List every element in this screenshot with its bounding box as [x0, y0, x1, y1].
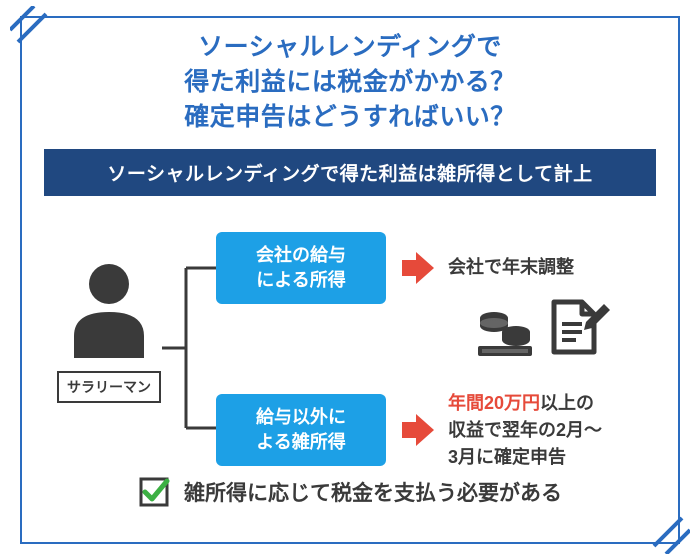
arrow-icon-bot: [400, 412, 436, 448]
result-bot-highlight: 年間20万円: [448, 393, 540, 413]
connector-lines: [162, 266, 216, 430]
banner: ソーシャルレンディングで得た利益は雑所得として計上: [44, 149, 656, 196]
title-line2: 得た利益には税金がかかる？: [42, 65, 658, 100]
result-top: 会社で年末調整: [448, 254, 658, 281]
document-pencil-icon: [548, 298, 610, 358]
person-block: サラリーマン: [54, 258, 164, 403]
box-top-line2: による所得: [256, 268, 346, 293]
box-top-line1: 会社の給与: [256, 243, 346, 268]
result-bot-rest3: 3月に確定申告: [448, 447, 566, 467]
footer-block: 雑所得に応じて税金を支払う必要がある: [22, 476, 678, 508]
person-label: サラリーマン: [57, 371, 161, 403]
footer-text: 雑所得に応じて税金を支払う必要がある: [184, 477, 562, 507]
checkbox-icon: [138, 476, 170, 508]
title-block: ソーシャルレンディングで 得た利益には税金がかかる？ 確定申告はどうすればいい？: [22, 18, 678, 149]
income-box-salary: 会社の給与 による所得: [216, 232, 386, 304]
main-frame: ソーシャルレンディングで 得た利益には税金がかかる？ 確定申告はどうすればいい？…: [20, 16, 680, 544]
coins-icon: [476, 306, 534, 358]
box-bot-line2: よる雑所得: [256, 430, 346, 455]
result-bot: 年間20万円以上の 収益で翌年の2月～ 3月に確定申告: [448, 390, 658, 471]
result-bot-rest1: 以上の: [540, 393, 594, 413]
banner-text: ソーシャルレンディングで得た利益は雑所得として計上: [107, 164, 592, 185]
diagram-area: サラリーマン 会社の給与 による所得 給与以外に よる雑所得 会社で年末調整: [44, 218, 656, 478]
income-box-misc: 給与以外に よる雑所得: [216, 394, 386, 466]
box-bot-line1: 給与以外に: [256, 405, 346, 430]
result-bot-rest2: 収益で翌年の2月～: [448, 420, 602, 440]
person-icon: [64, 258, 154, 358]
result-top-text: 会社で年末調整: [448, 257, 574, 277]
arrow-icon-top: [400, 250, 436, 286]
result-icons: [476, 298, 610, 358]
title-line3: 確定申告はどうすればいい？: [42, 100, 658, 135]
title-line1: ソーシャルレンディングで: [42, 30, 658, 65]
